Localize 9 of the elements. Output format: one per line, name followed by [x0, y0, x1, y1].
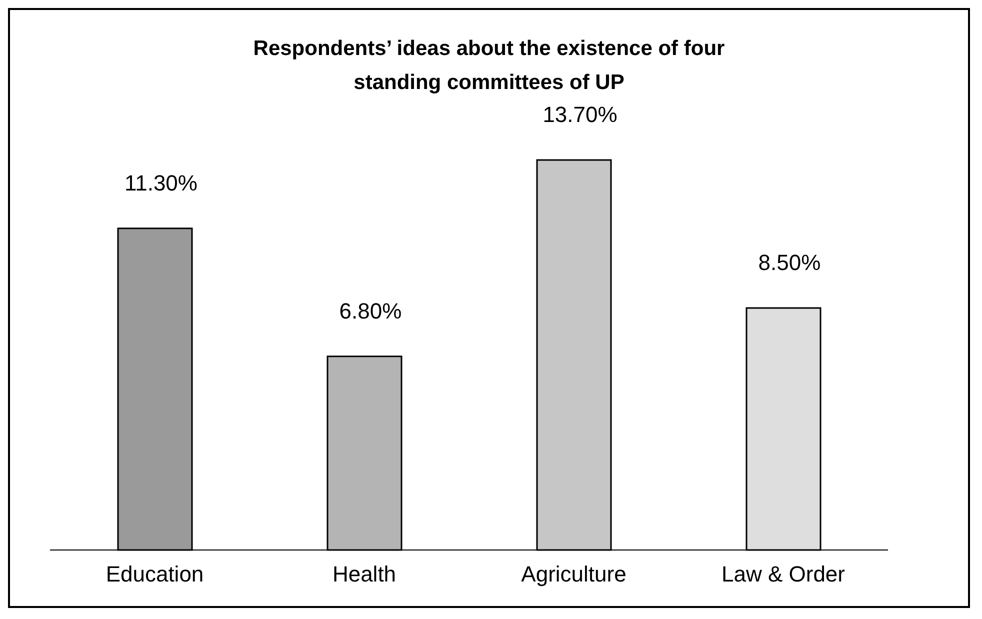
- x-tick-label: Law & Order: [722, 562, 845, 587]
- data-label: 11.30%: [124, 170, 198, 196]
- x-tick-label: Agriculture: [521, 562, 626, 587]
- chart-title: Respondents’ ideas about the existence of four standing committees of UP: [252, 36, 726, 96]
- data-label: 13.70%: [542, 102, 618, 127]
- data-label: 6.80%: [339, 298, 402, 324]
- x-tick-label: Education: [106, 562, 204, 587]
- data-label: 8.50%: [758, 250, 821, 276]
- x-tick-label: Health: [332, 562, 396, 587]
